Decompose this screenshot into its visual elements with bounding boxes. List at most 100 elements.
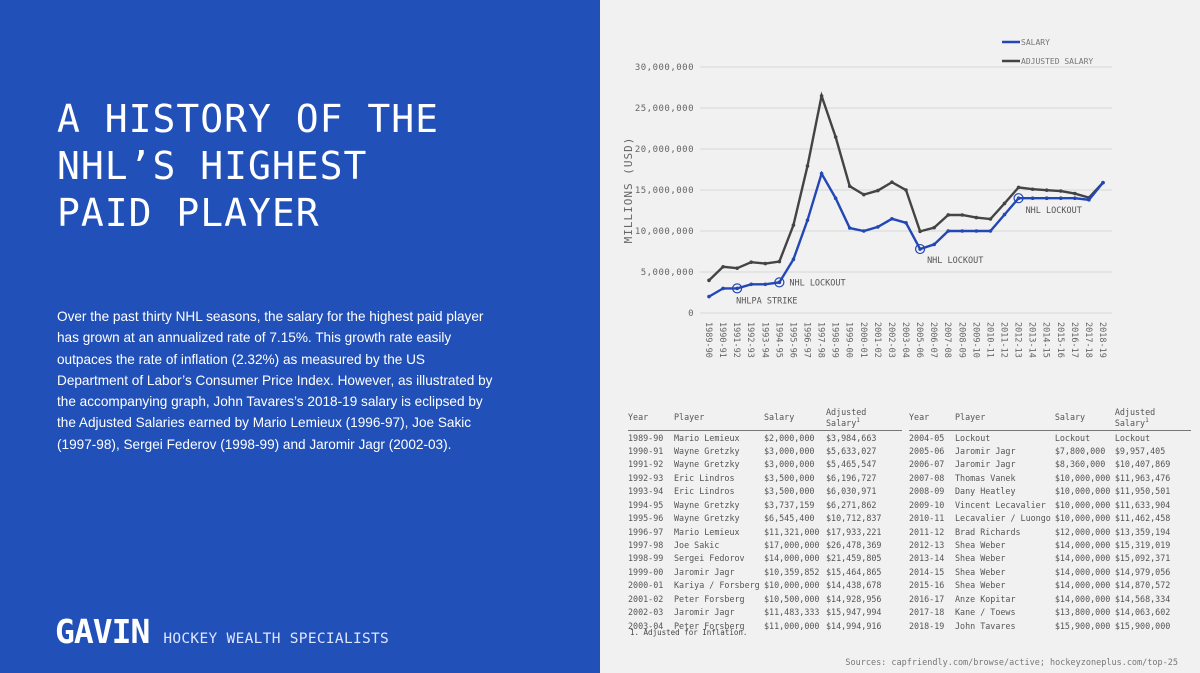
cell-salary: $13,800,000	[1054, 607, 1111, 618]
data-point	[918, 247, 922, 251]
data-point	[960, 213, 965, 217]
data-point	[1030, 196, 1035, 200]
y-axis-title: MILLIONS (USD)	[622, 137, 635, 244]
data-point	[707, 278, 711, 283]
logo-tagline: HOCKEY WEALTH SPECIALISTS	[163, 631, 390, 647]
annotation-marker	[774, 277, 785, 288]
cell-year: 2005-06	[909, 445, 945, 456]
data-point	[1016, 185, 1021, 190]
cell-salary: $3,000,000	[764, 445, 815, 456]
data-point	[749, 282, 754, 287]
cell-year: 1990-91	[628, 445, 664, 456]
summary-paragraph: Over the past thirty NHL seasons, the sa…	[57, 309, 493, 452]
cell-adjusted-salary: $5,465,547	[826, 459, 877, 470]
table-row: 2015-16 Shea Weber $14,000,000 $14,870,572	[909, 579, 1191, 592]
cell-player: Wayne Gretzky	[674, 513, 740, 524]
data-point	[1016, 196, 1021, 200]
cell-year: 2014-15	[909, 566, 945, 577]
cell-adjusted-salary: $3,984,663	[826, 432, 877, 443]
data-point	[707, 294, 711, 299]
data-point	[721, 286, 725, 291]
cell-adjusted-salary: $14,438,678	[826, 580, 882, 591]
left-panel: A HISTORY OF THE NHL’S HIGHEST PAID PLAY…	[0, 0, 600, 673]
table-row: 1999-00 Jaromir Jagr $10,359,852 $15,464,86…	[628, 565, 902, 578]
table-header-row: Year Player Salary Adjusted Salary1	[628, 407, 902, 431]
cell-player: Jaromir Jagr	[955, 459, 1016, 470]
data-point	[819, 171, 824, 176]
cell-salary: $12,000,000	[1054, 526, 1111, 537]
y-tick-label: 20,000,000	[635, 145, 694, 155]
table-row: 2010-11 Lecavalier / Luongo $10,000,000 $11…	[909, 511, 1191, 524]
cell-salary: $10,000,000	[1054, 499, 1111, 510]
data-point	[791, 257, 796, 262]
series-line-adjusted-salary	[708, 91, 1104, 282]
cell-salary: Lockout	[1054, 432, 1091, 443]
cell-adjusted-salary: $11,633,904	[1114, 499, 1171, 510]
cell-player: Shea Weber	[955, 566, 1006, 577]
cell-adjusted-salary: $15,464,865	[826, 566, 882, 577]
cell-salary: $8,360,000	[1054, 459, 1106, 470]
y-tick-label: 5,000,000	[641, 268, 694, 278]
cell-year: 2013-14	[909, 553, 945, 564]
cell-adjusted-salary: $14,979,056	[1114, 566, 1171, 577]
x-tick-label: 2009-10	[970, 322, 980, 358]
data-point	[763, 282, 768, 287]
x-tick-label: 2007-08	[942, 322, 952, 358]
cell-player: Brad Richards	[955, 526, 1021, 537]
y-tick-label: 30,000,000	[635, 63, 694, 73]
x-tick-label: 2018-19	[1097, 322, 1107, 358]
cell-year: 2007-08	[909, 472, 945, 483]
table-row: 2005-06 Jaromir Jagr $7,800,000 $9,957,405	[909, 444, 1191, 457]
cell-player: Sergei Fedorov	[674, 553, 745, 564]
table-row: 1997-98 Joe Sakic $17,000,000 $26,478,369	[628, 538, 902, 551]
data-point	[1058, 189, 1063, 193]
cell-salary: $7,800,000	[1054, 445, 1106, 456]
x-tick-label: 2002-03	[886, 322, 896, 358]
cell-player: Wayne Gretzky	[674, 499, 740, 510]
data-point	[749, 260, 754, 264]
table-row: 2003-04 Peter Forsberg $11,000,000 $14,994,…	[628, 619, 902, 632]
cell-player: Wayne Gretzky	[674, 459, 740, 470]
col-header-year: Year	[628, 407, 674, 431]
cell-year: 1992-93	[628, 472, 664, 483]
cell-salary: $14,000,000	[764, 553, 820, 564]
cell-adjusted-salary: $14,568,334	[1114, 593, 1171, 604]
cell-adjusted-salary: $14,063,602	[1114, 607, 1171, 618]
logo-mark: GAVIN	[55, 612, 150, 651]
x-tick-label: 2003-04	[900, 322, 910, 358]
title-line: A HISTORY OF THE	[57, 97, 440, 141]
cell-adjusted-salary: $10,407,869	[1114, 459, 1171, 470]
cell-year: 2008-09	[909, 486, 945, 497]
col-header-year: Year	[909, 407, 955, 431]
table-header-row: Year Player Salary Adjusted Salary1	[909, 407, 1191, 431]
cell-adjusted-salary: $15,900,000	[1114, 620, 1171, 631]
data-point	[974, 215, 979, 220]
data-point	[777, 259, 782, 264]
cell-adjusted-salary: $6,196,727	[826, 472, 877, 483]
data-point	[1044, 196, 1049, 200]
data-point	[861, 192, 866, 197]
data-point	[932, 242, 936, 247]
brand-logo: GAVIN HOCKEY WEALTH SPECIALISTS	[55, 612, 389, 651]
data-point	[847, 184, 852, 188]
cell-salary: $14,000,000	[1054, 553, 1111, 564]
table-row: 1993-94 Eric Lindros $3,500,000 $6,030,971	[628, 485, 902, 498]
cell-salary: $3,500,000	[764, 486, 815, 497]
cell-year: 1999-00	[628, 566, 664, 577]
cell-salary: $17,000,000	[764, 540, 820, 551]
x-tick-label: 1992-93	[745, 322, 755, 358]
data-point	[988, 217, 993, 221]
cell-adjusted-salary: Lockout	[1114, 432, 1151, 443]
cell-year: 2009-10	[909, 499, 945, 510]
cell-year: 2015-16	[909, 580, 945, 591]
cell-adjusted-salary: $14,994,916	[826, 620, 882, 631]
table-row: 1992-93 Eric Lindros $3,500,000 $6,196,727	[628, 471, 902, 484]
table-row: 2006-07 Jaromir Jagr $8,360,000 $10,407,869	[909, 458, 1191, 471]
cell-year: 2017-18	[909, 607, 945, 618]
cell-year: 1994-95	[628, 499, 664, 510]
cell-salary: $14,000,000	[1054, 566, 1111, 577]
x-tick-label: 2013-14	[1027, 322, 1037, 358]
col-header-salary: Salary	[1054, 407, 1115, 431]
cell-adjusted-salary: $14,928,956	[826, 593, 882, 604]
cell-adjusted-salary: $13,359,194	[1114, 526, 1171, 537]
